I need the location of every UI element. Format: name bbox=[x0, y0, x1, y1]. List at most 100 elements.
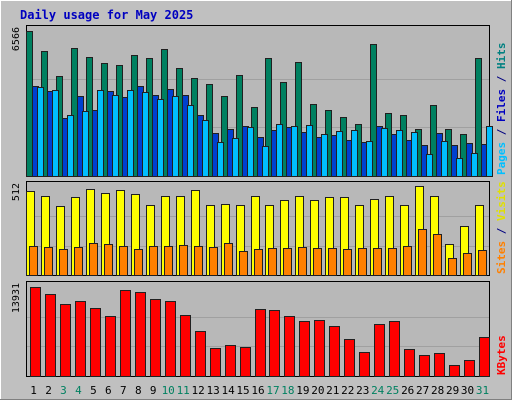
bar-sites-day-29 bbox=[448, 258, 457, 276]
bar-pages-day-5 bbox=[97, 90, 104, 177]
bar-pages-day-21 bbox=[336, 131, 343, 177]
bar-kbytes-day-16 bbox=[255, 309, 266, 377]
bar-kbytes-day-24 bbox=[374, 324, 385, 377]
legend-entry: / bbox=[495, 221, 508, 241]
bar-sites-day-1 bbox=[29, 246, 38, 276]
x-tick-label: 4 bbox=[75, 384, 82, 397]
x-tick-label: 30 bbox=[461, 384, 474, 397]
bar-kbytes-day-22 bbox=[344, 339, 355, 377]
bar-sites-day-5 bbox=[89, 243, 98, 276]
bar-kbytes-day-17 bbox=[269, 310, 280, 377]
bar-sites-day-15 bbox=[239, 251, 248, 276]
bar-pages-day-6 bbox=[112, 95, 119, 177]
bar-pages-day-15 bbox=[247, 127, 254, 177]
bar-kbytes-day-21 bbox=[329, 326, 340, 377]
y-axis-max-label: 512 bbox=[11, 183, 22, 201]
bar-sites-day-22 bbox=[343, 249, 352, 276]
x-tick-label: 29 bbox=[446, 384, 459, 397]
legend-entry: Files bbox=[495, 89, 508, 122]
x-tick-label: 31 bbox=[476, 384, 489, 397]
bar-kbytes-day-30 bbox=[464, 360, 475, 377]
bar-pages-day-18 bbox=[291, 126, 298, 177]
bar-kbytes-day-3 bbox=[60, 304, 71, 377]
bar-pages-day-24 bbox=[381, 128, 388, 177]
x-tick-label: 20 bbox=[311, 384, 324, 397]
bar-kbytes-day-26 bbox=[404, 349, 415, 377]
bar-kbytes-day-9 bbox=[150, 299, 161, 377]
x-tick-label: 24 bbox=[371, 384, 385, 397]
panel-hits-files-pages: 6566 Pages / Files / Hits bbox=[11, 25, 508, 177]
x-tick-label: 27 bbox=[416, 384, 429, 397]
bar-sites-day-17 bbox=[268, 248, 277, 276]
x-tick-label: 1 bbox=[30, 384, 37, 397]
x-tick-label: 18 bbox=[281, 384, 294, 397]
legend-entry: / bbox=[495, 122, 508, 142]
bar-kbytes-day-11 bbox=[180, 315, 191, 377]
x-tick-label: 15 bbox=[236, 384, 249, 397]
y-axis-max-label: 13931 bbox=[11, 283, 22, 313]
bar-pages-day-13 bbox=[217, 142, 224, 177]
x-tick-label: 8 bbox=[135, 384, 142, 397]
bar-pages-day-28 bbox=[441, 141, 448, 177]
x-tick-label: 5 bbox=[90, 384, 97, 397]
chart-title: Daily usage for May 2025 bbox=[20, 8, 193, 22]
bar-kbytes-day-19 bbox=[299, 321, 310, 377]
bar-sites-day-23 bbox=[358, 248, 367, 276]
x-tick-label: 3 bbox=[60, 384, 67, 397]
x-axis-day-labels: 1 2 3 4 5 6 7 8 9 10 11 12 13 14 15 16 17 18 19 20 21 22 23 24 2… bbox=[30, 384, 489, 397]
bar-kbytes-day-28 bbox=[434, 353, 445, 377]
bar-pages-day-25 bbox=[396, 130, 403, 177]
bar-kbytes-day-23 bbox=[359, 352, 370, 377]
x-tick-label: 6 bbox=[105, 384, 112, 397]
bar-kbytes-day-2 bbox=[45, 294, 56, 377]
bar-pages-day-10 bbox=[172, 96, 179, 177]
bar-sites-day-30 bbox=[463, 253, 472, 276]
legend-entry: Pages bbox=[495, 142, 508, 175]
panel-legend: Pages / Files / Hits bbox=[495, 43, 508, 176]
bar-pages-day-14 bbox=[232, 138, 239, 177]
bar-sites-day-14 bbox=[224, 243, 233, 276]
bar-kbytes-day-13 bbox=[210, 348, 221, 377]
legend-entry: Hits bbox=[495, 43, 508, 70]
x-tick-label: 25 bbox=[386, 384, 399, 397]
bar-sites-day-10 bbox=[164, 246, 173, 276]
bar-pages-day-22 bbox=[351, 130, 358, 177]
legend-entry: KBytes bbox=[495, 335, 508, 375]
bar-hits-day-31 bbox=[475, 58, 482, 177]
x-tick-label: 21 bbox=[326, 384, 339, 397]
bar-sites-day-4 bbox=[74, 247, 83, 276]
bar-sites-day-2 bbox=[44, 247, 53, 276]
bar-hits-day-19 bbox=[295, 62, 302, 177]
bar-kbytes-day-10 bbox=[165, 301, 176, 377]
bar-pages-day-27 bbox=[426, 154, 433, 177]
bar-sites-day-13 bbox=[209, 247, 218, 276]
x-tick-label: 19 bbox=[296, 384, 309, 397]
bar-kbytes-day-6 bbox=[105, 316, 116, 377]
bar-pages-day-7 bbox=[127, 90, 134, 177]
x-tick-label: 9 bbox=[150, 384, 157, 397]
bar-kbytes-day-25 bbox=[389, 321, 400, 377]
x-tick-label: 26 bbox=[401, 384, 414, 397]
bar-kbytes-day-1 bbox=[30, 287, 41, 377]
bar-pages-day-2 bbox=[52, 90, 59, 177]
x-tick-label: 22 bbox=[341, 384, 354, 397]
bar-sites-day-20 bbox=[313, 248, 322, 276]
bar-pages-day-30 bbox=[471, 153, 478, 177]
bar-pages-day-29 bbox=[456, 158, 463, 177]
x-tick-label: 17 bbox=[266, 384, 279, 397]
bar-sites-day-6 bbox=[104, 244, 113, 276]
bar-hits-day-1 bbox=[26, 31, 33, 177]
bar-sites-day-26 bbox=[403, 246, 412, 276]
bar-pages-day-17 bbox=[276, 124, 283, 177]
bar-sites-day-21 bbox=[328, 248, 337, 276]
x-tick-label: 12 bbox=[191, 384, 204, 397]
bar-kbytes-day-14 bbox=[225, 345, 236, 377]
y-axis-max-label: 6566 bbox=[11, 27, 22, 51]
bar-kbytes-day-5 bbox=[90, 308, 101, 377]
legend-entry: / bbox=[495, 69, 508, 89]
x-tick-label: 7 bbox=[120, 384, 127, 397]
bar-pages-day-8 bbox=[142, 92, 149, 177]
bar-sites-day-27 bbox=[418, 229, 427, 276]
bar-kbytes-day-4 bbox=[75, 301, 86, 377]
chart-panels: 6566 Pages / Files / Hits 512 Sites / Visit… bbox=[11, 25, 508, 377]
